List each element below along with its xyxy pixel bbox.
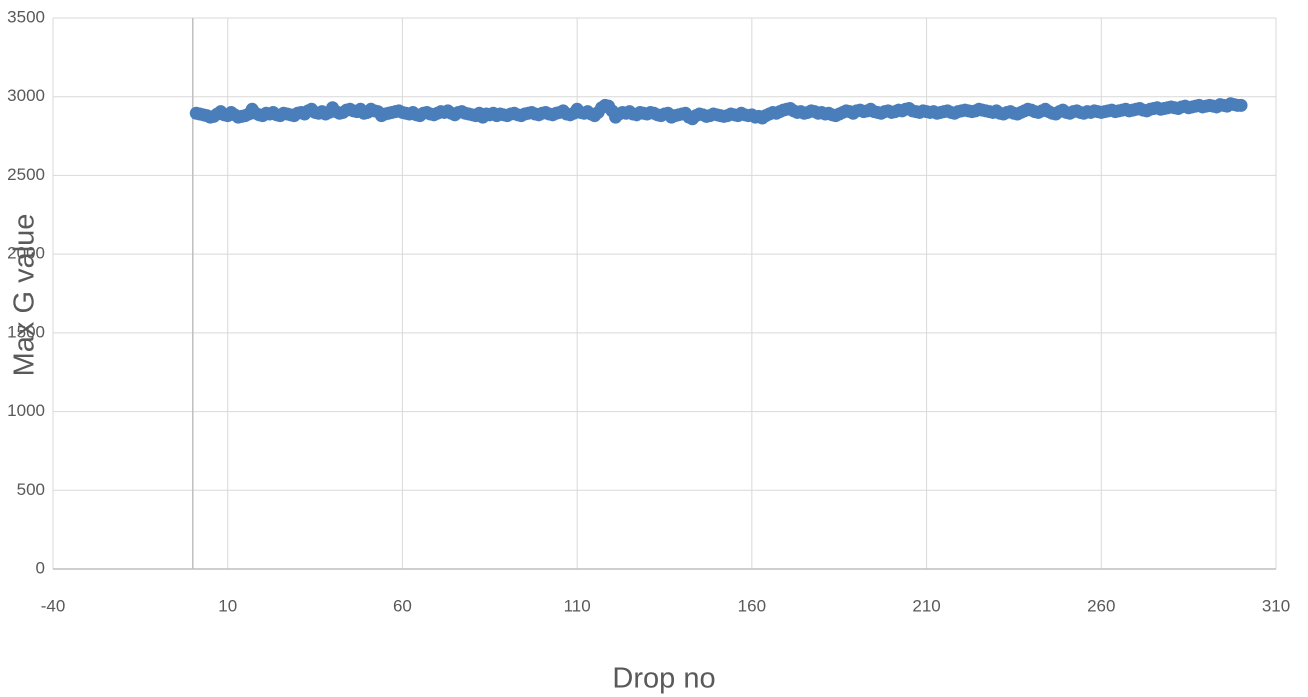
- x-tick-label: 260: [1087, 596, 1115, 615]
- x-tick-label: 110: [564, 596, 591, 615]
- point: [1234, 98, 1248, 112]
- y-tick-label: 1000: [7, 401, 45, 420]
- x-tick-label: 310: [1262, 596, 1290, 615]
- x-tick-label: 10: [218, 596, 237, 615]
- x-tick-label: -40: [41, 596, 66, 615]
- y-axis-title: Max G value: [9, 214, 41, 377]
- y-tick-label: 2000: [7, 244, 45, 263]
- y-tick-label: 1500: [7, 322, 45, 341]
- y-tick-label: 3500: [7, 7, 45, 26]
- x-tick-label: 160: [738, 596, 766, 615]
- x-tick-label: 210: [912, 596, 940, 615]
- x-axis-title: Drop no: [612, 663, 715, 695]
- x-tick-label: 60: [393, 596, 412, 615]
- y-tick-label: 3000: [7, 86, 45, 105]
- y-tick-label: 0: [36, 558, 45, 577]
- y-tick-label: 500: [17, 480, 45, 499]
- y-tick-label: 2500: [7, 165, 45, 184]
